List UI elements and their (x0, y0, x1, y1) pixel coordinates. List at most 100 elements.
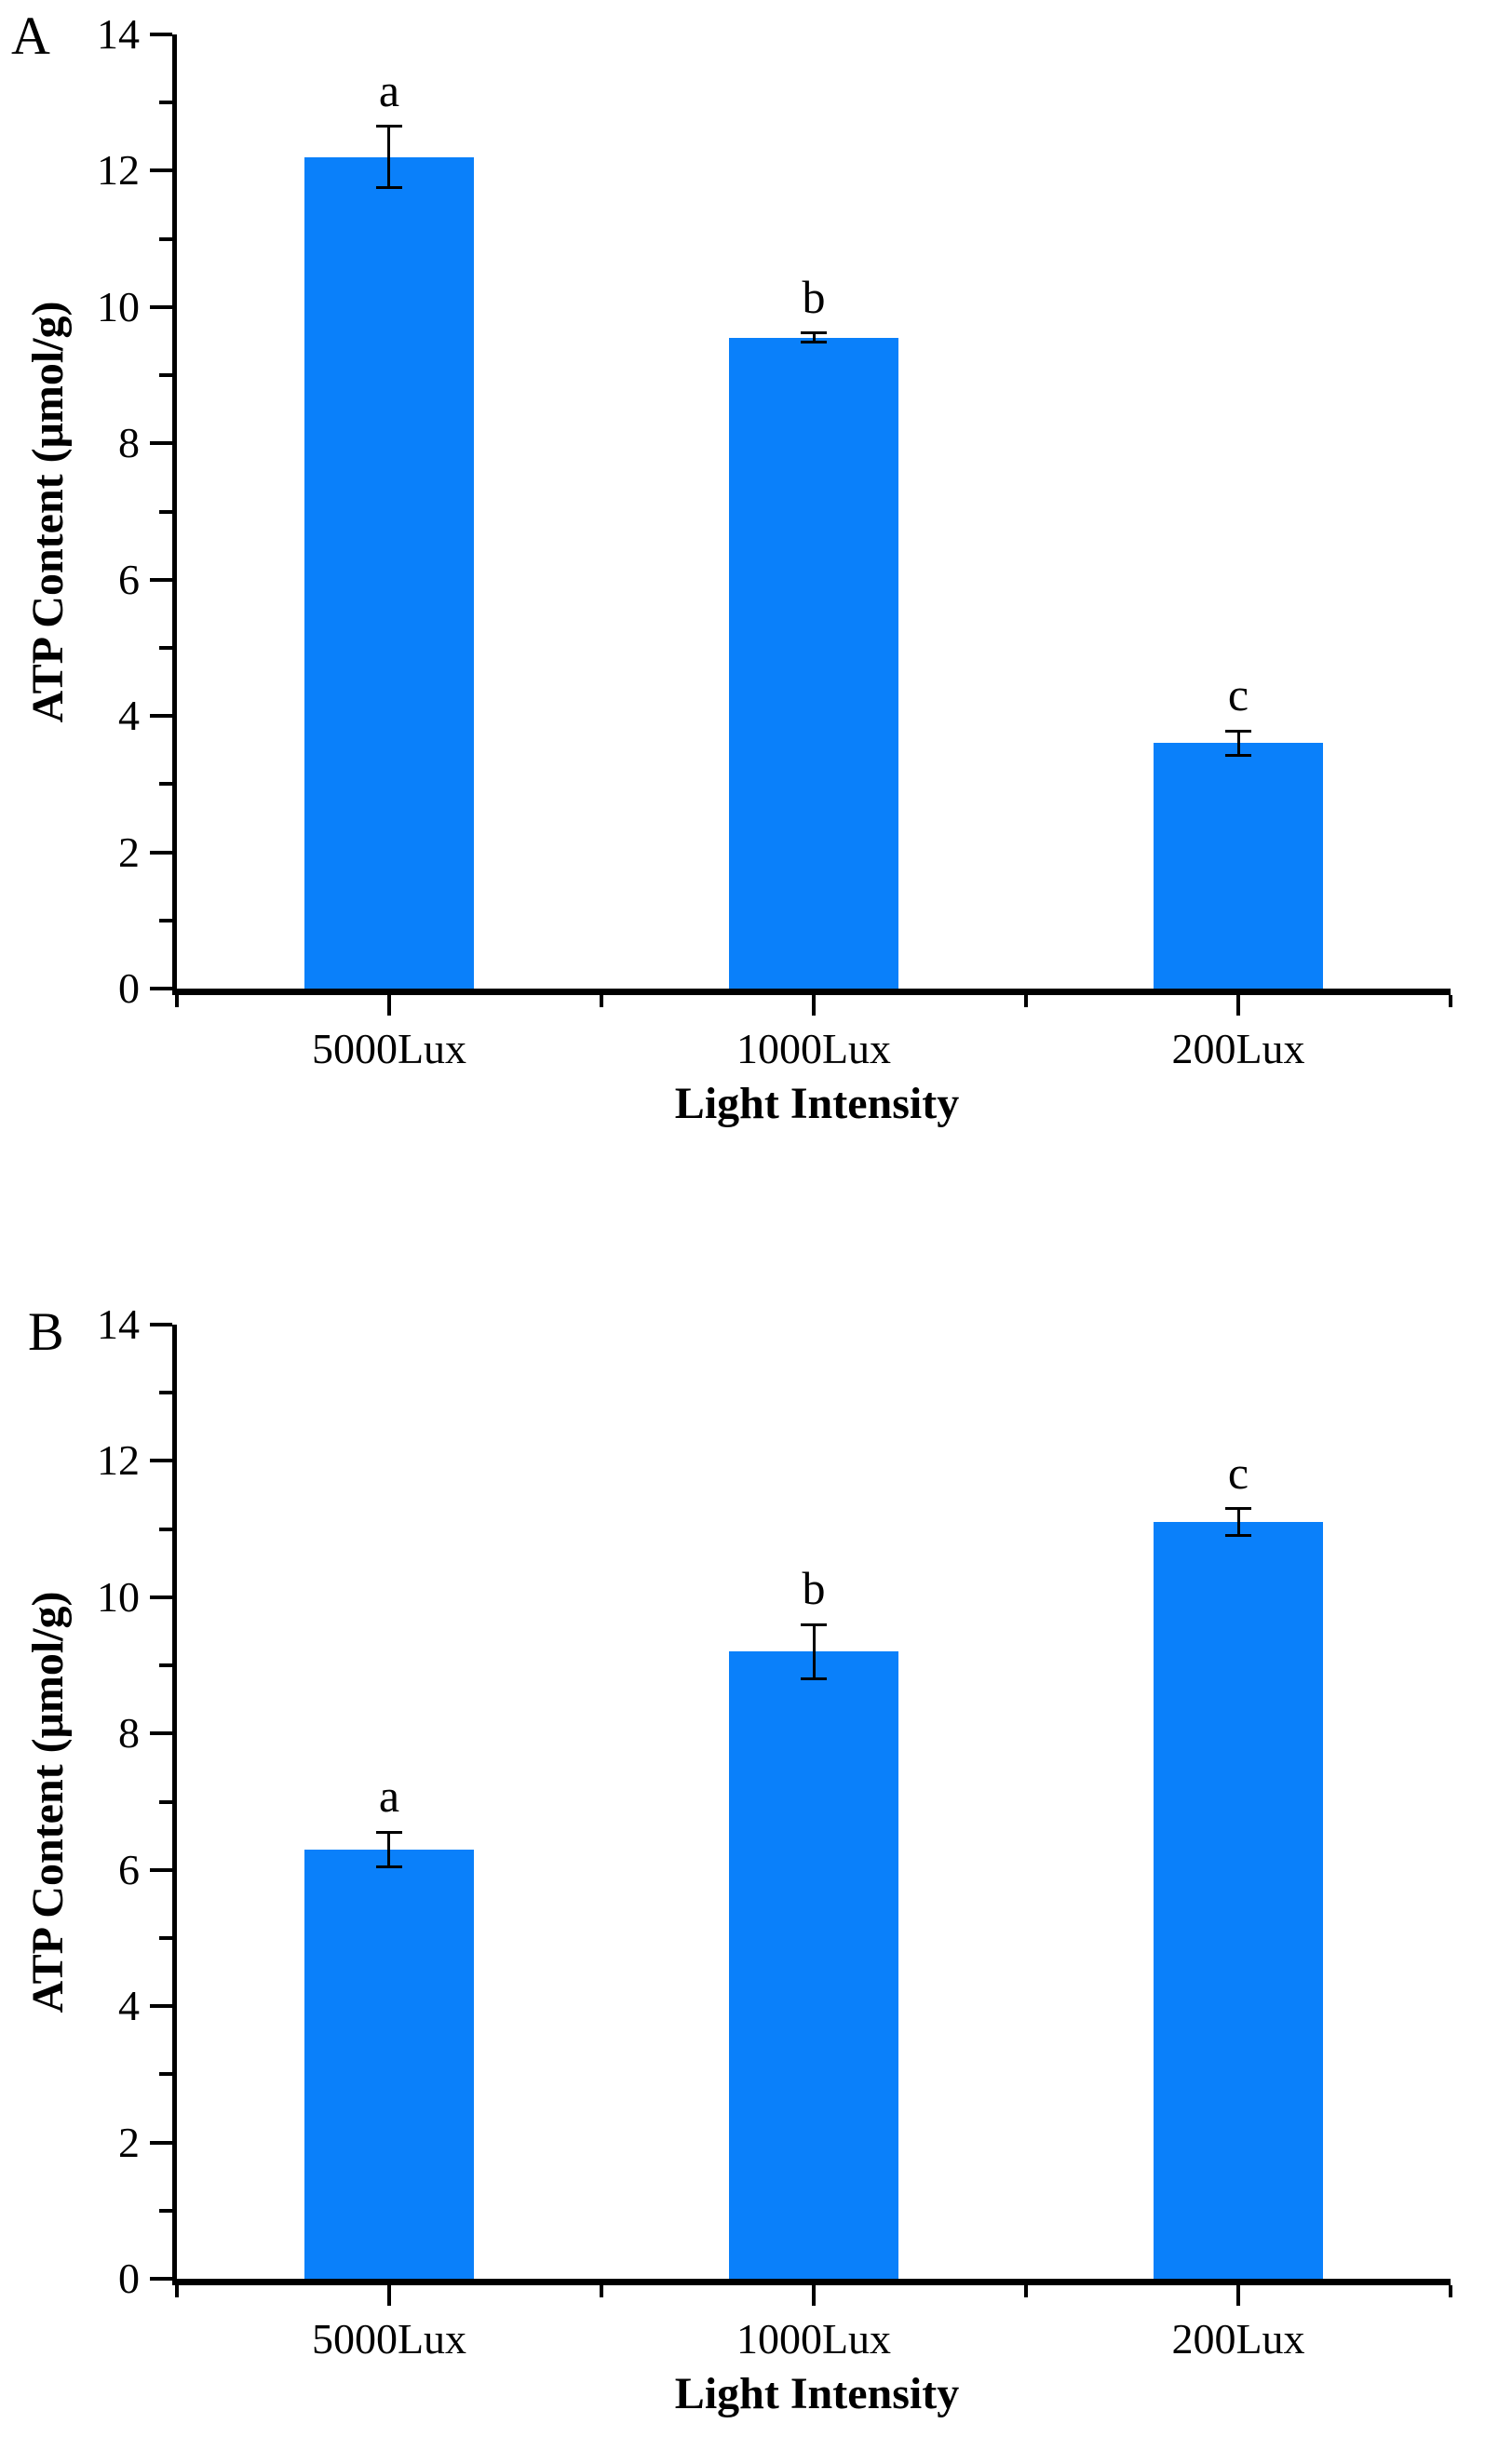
y-major-tick (150, 1323, 172, 1326)
sig-letter: c (1227, 668, 1249, 721)
y-major-tick (150, 2004, 172, 2009)
y-major-tick (150, 1459, 172, 1463)
error-bar-cap-top (801, 1622, 827, 1626)
x-major-tick (812, 995, 816, 1016)
y-major-tick (150, 168, 172, 173)
error-bar (1236, 731, 1240, 756)
x-major-tick (1236, 2285, 1240, 2306)
y-tick-label: 10 (97, 1572, 140, 1621)
y-major-tick (150, 441, 172, 446)
category-label: 5000Lux (311, 1025, 467, 1072)
error-bar-cap-bottom (1225, 754, 1251, 758)
error-bar (812, 1624, 816, 1679)
error-bar (387, 126, 391, 188)
y-tick-label: 12 (97, 1436, 140, 1485)
y-tick-label: 2 (118, 828, 140, 876)
error-bar-cap-bottom (375, 1865, 402, 1868)
y-minor-tick (159, 236, 172, 241)
y-major-tick (150, 577, 172, 582)
y-tick-label: 14 (97, 10, 140, 58)
y-minor-tick (159, 2072, 172, 2077)
y-major-tick (150, 2140, 172, 2145)
panel-b-label: B (28, 1301, 64, 1362)
y-minor-tick (159, 101, 172, 105)
x-minor-tick (599, 2285, 603, 2297)
plot-area: 0 2 4 6 8 10 12 14 a 5000Lux b 1000Lux c 200Lux (97, 13, 1452, 1070)
y-major-tick (150, 714, 172, 719)
sig-letter: a (378, 63, 400, 116)
y-major-tick (150, 850, 172, 855)
y-tick-label: 8 (118, 1709, 140, 1757)
y-tick-label: 6 (118, 555, 140, 603)
bar-200Lux (1153, 1522, 1324, 2279)
category-label: 200Lux (1171, 1025, 1305, 1072)
y-axis-title: ATP Content (μmol/g) (23, 301, 73, 723)
bar-1000Lux (728, 337, 899, 989)
y-major-tick (150, 1595, 172, 1599)
category-label: 200Lux (1171, 2315, 1305, 2363)
x-axis-title: Light Intensity (674, 2369, 960, 2418)
x-minor-tick (599, 995, 603, 1007)
bar-200Lux (1153, 743, 1324, 989)
x-minor-tick (175, 995, 179, 1007)
x-major-tick (386, 995, 391, 1016)
x-minor-tick (1023, 995, 1028, 1007)
y-minor-tick (159, 782, 172, 787)
error-bar-cap-top (1225, 1507, 1251, 1511)
error-bar-cap-top (375, 125, 402, 128)
sig-letter: b (802, 270, 826, 323)
y-minor-tick (159, 1527, 172, 1531)
y-minor-tick (159, 918, 172, 922)
error-bar-cap-bottom (801, 1677, 827, 1681)
y-tick-label: 10 (97, 282, 140, 330)
y-tick-label: 12 (97, 146, 140, 195)
panel-a: A ATP Content (μmol/g) 0 2 4 6 8 10 12 14 a 5000L… (0, 0, 1485, 1210)
y-tick-label: 4 (118, 1982, 140, 2030)
y-tick-label: 6 (118, 1845, 140, 1893)
y-tick-label: 0 (118, 2255, 140, 2302)
y-tick-label: 2 (118, 2118, 140, 2166)
category-label: 1000Lux (736, 1025, 892, 1072)
x-major-tick (812, 2285, 816, 2306)
x-minor-tick (1449, 995, 1452, 1007)
plot-area: 0 2 4 6 8 10 12 14 a 5000Lux b 1000Lux c 200Lux (97, 1303, 1452, 2361)
y-major-tick (150, 304, 172, 309)
y-tick-label: 4 (118, 692, 140, 740)
error-bar-cap-top (801, 331, 827, 335)
error-bar-cap-bottom (1225, 1534, 1251, 1538)
panel-b: B ATP Content (μmol/g) 0 2 4 6 8 10 12 14 a 5000L… (0, 1238, 1485, 2464)
y-major-tick (150, 33, 172, 36)
x-minor-tick (175, 2285, 179, 2297)
error-bar-cap-bottom (801, 341, 827, 344)
x-minor-tick (1023, 2285, 1028, 2297)
category-label: 1000Lux (736, 2315, 892, 2363)
y-minor-tick (159, 1391, 172, 1395)
y-minor-tick (159, 645, 172, 650)
bar-5000Lux (304, 156, 475, 989)
y-tick-label: 8 (118, 419, 140, 467)
y-minor-tick (159, 509, 172, 514)
sig-letter: a (378, 1770, 400, 1823)
y-minor-tick (159, 2208, 172, 2213)
sig-letter: c (1227, 1446, 1249, 1499)
bar-5000Lux (304, 1849, 475, 2279)
y-major-tick (150, 987, 172, 990)
y-tick-label: 0 (118, 964, 140, 1012)
error-bar-cap-top (1225, 729, 1251, 733)
x-axis-title: Light Intensity (674, 1079, 960, 1128)
bar-1000Lux (728, 1651, 899, 2279)
x-major-tick (1236, 995, 1240, 1016)
error-bar (812, 332, 816, 343)
y-minor-tick (159, 1935, 172, 1940)
sig-letter: b (802, 1562, 826, 1615)
y-axis-title: ATP Content (μmol/g) (23, 1591, 73, 2013)
category-label: 5000Lux (311, 2315, 467, 2363)
x-major-tick (386, 2285, 391, 2306)
error-bar-cap-bottom (375, 186, 402, 190)
error-bar (387, 1832, 391, 1867)
y-minor-tick (159, 1663, 172, 1668)
y-tick-label: 14 (97, 1300, 140, 1348)
y-major-tick (150, 2277, 172, 2281)
y-minor-tick (159, 373, 172, 378)
